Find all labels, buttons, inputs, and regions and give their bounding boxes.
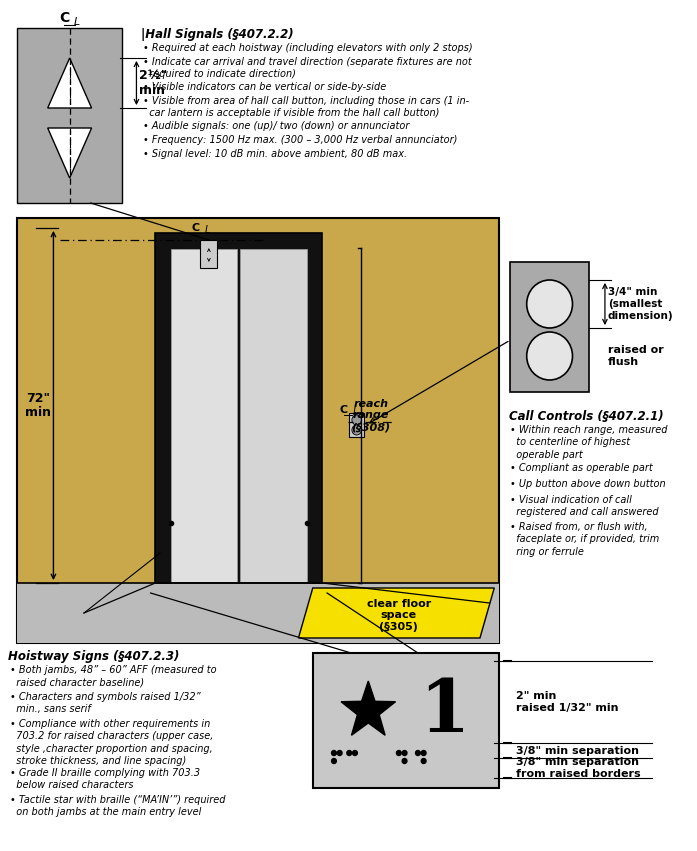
Text: $\it{L}$: $\it{L}$: [204, 223, 211, 235]
Circle shape: [421, 758, 426, 763]
Text: 3/8" min separation
from raised borders: 3/8" min separation from raised borders: [516, 757, 641, 779]
Circle shape: [397, 751, 401, 756]
Bar: [240, 249, 307, 583]
Circle shape: [353, 751, 358, 756]
Text: raised or
flush: raised or flush: [608, 346, 664, 367]
Text: • Required at each hoistway (including elevators with only 2 stops): • Required at each hoistway (including e…: [143, 43, 473, 53]
Text: clear floor
space
(§305): clear floor space (§305): [367, 599, 431, 632]
Polygon shape: [341, 681, 395, 735]
Text: • Grade II braille complying with 703.3
  below raised characters: • Grade II braille complying with 703.3 …: [10, 768, 199, 791]
Text: • Visible indicators can be vertical or side-by-side: • Visible indicators can be vertical or …: [143, 82, 386, 92]
Text: reach
range
(§308): reach range (§308): [351, 399, 390, 432]
Circle shape: [347, 751, 351, 756]
Text: $\it{L}$: $\it{L}$: [352, 405, 359, 417]
Text: 3/8" min separation: 3/8" min separation: [516, 745, 639, 756]
Text: • Up button above down button: • Up button above down button: [510, 479, 666, 489]
Text: • Tactile star with braille (“MA’IN’”) required
  on both jambs at the main entr: • Tactile star with braille (“MA’IN’”) r…: [10, 795, 225, 818]
Text: • Characters and symbols raised 1/32”
  min., sans serif: • Characters and symbols raised 1/32” mi…: [10, 692, 200, 714]
Text: $\bf{C}$: $\bf{C}$: [339, 403, 348, 415]
Text: • Within reach range, measured
  to centerline of highest
  operable part: • Within reach range, measured to center…: [510, 425, 668, 460]
Bar: [17, 218, 499, 643]
Bar: [17, 28, 122, 203]
Circle shape: [415, 751, 420, 756]
Polygon shape: [47, 58, 91, 108]
Circle shape: [402, 751, 407, 756]
Bar: [155, 233, 322, 583]
Polygon shape: [298, 588, 494, 638]
Circle shape: [332, 751, 337, 756]
Bar: [510, 262, 589, 392]
Circle shape: [337, 751, 342, 756]
Bar: [171, 249, 238, 583]
Text: • Indicate car arrival and travel direction (separate fixtures are not
  require: • Indicate car arrival and travel direct…: [143, 57, 472, 79]
Text: |Hall Signals (§407.2.2): |Hall Signals (§407.2.2): [141, 28, 294, 41]
Text: 3/4" min
(smallest
dimension): 3/4" min (smallest dimension): [608, 288, 673, 321]
Text: 2½"
min: 2½" min: [139, 69, 168, 97]
Text: • Visible from area of hall call button, including those in cars (1 in-
  car la: • Visible from area of hall call button,…: [143, 96, 469, 118]
Text: Hoistway Signs (§407.2.3): Hoistway Signs (§407.2.3): [8, 650, 179, 663]
Circle shape: [527, 280, 572, 328]
Circle shape: [421, 751, 426, 756]
Bar: [349, 413, 365, 437]
Circle shape: [527, 332, 572, 380]
Bar: [313, 653, 499, 788]
Circle shape: [352, 425, 362, 435]
Text: • Audible signals: one (up)/ two (down) or annunciator: • Audible signals: one (up)/ two (down) …: [143, 121, 410, 131]
Text: $\bf{C}$: $\bf{C}$: [191, 221, 200, 233]
Text: 1: 1: [420, 676, 470, 746]
Circle shape: [402, 758, 407, 763]
Bar: [17, 583, 499, 643]
Text: $\it{L}$: $\it{L}$: [72, 15, 80, 27]
Text: $\bf{C}$: $\bf{C}$: [59, 11, 70, 25]
Text: Call Controls (§407.2.1): Call Controls (§407.2.1): [509, 410, 663, 423]
Text: • Frequency: 1500 Hz max. (300 – 3,000 Hz verbal annunciator): • Frequency: 1500 Hz max. (300 – 3,000 H…: [143, 135, 457, 145]
Text: • Visual indication of call
  registered and call answered: • Visual indication of call registered a…: [510, 495, 659, 517]
Circle shape: [352, 415, 362, 425]
Text: • Signal level: 10 dB min. above ambient, 80 dB max.: • Signal level: 10 dB min. above ambient…: [143, 149, 407, 159]
Text: • Both jambs, 48” – 60” AFF (measured to
  raised character baseline): • Both jambs, 48” – 60” AFF (measured to…: [10, 665, 216, 688]
Circle shape: [332, 758, 337, 763]
Text: • Raised from, or flush with,
  faceplate or, if provided, trim
  ring or ferrul: • Raised from, or flush with, faceplate …: [510, 522, 660, 557]
Text: • Compliant as operable part: • Compliant as operable part: [510, 463, 653, 473]
Text: • Compliance with other requirements in
  703.2 for raised characters (upper cas: • Compliance with other requirements in …: [10, 719, 213, 766]
Text: 2" min
raised 1/32" min: 2" min raised 1/32" min: [516, 691, 619, 713]
Polygon shape: [47, 128, 91, 178]
Text: 72"
min: 72" min: [24, 391, 51, 420]
Bar: [200, 240, 217, 268]
